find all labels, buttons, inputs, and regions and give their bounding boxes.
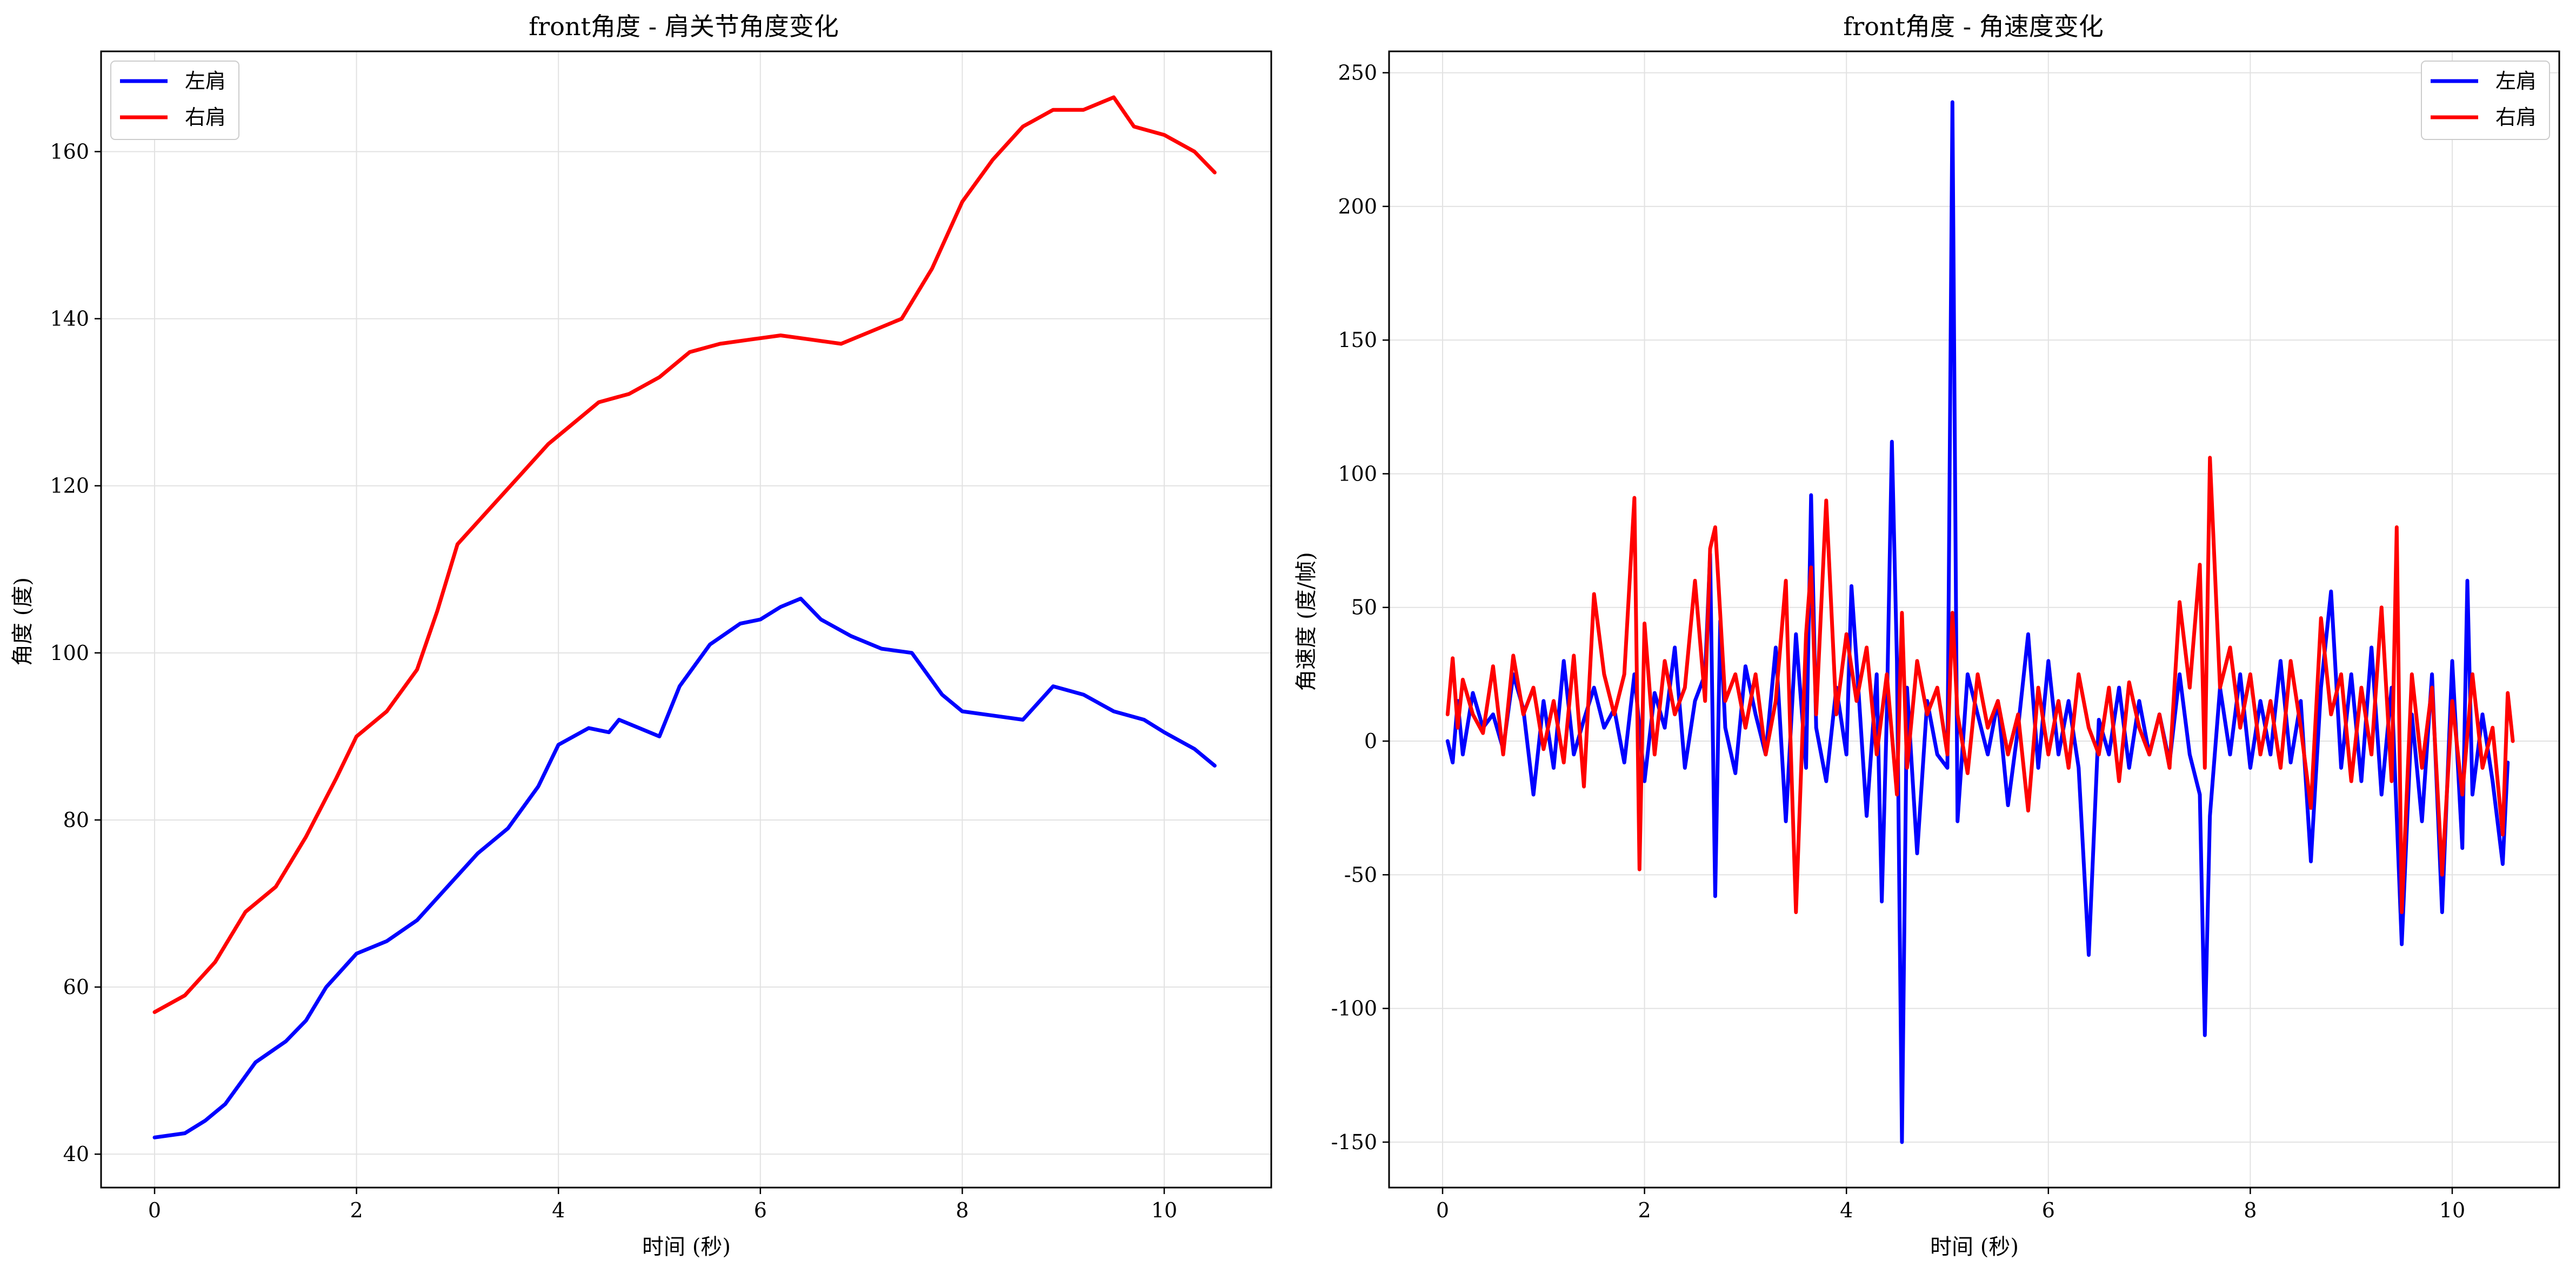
x-tick-label: 6	[754, 1198, 767, 1222]
y-tick-label: 250	[1338, 61, 1377, 85]
legend-label-left-shoulder: 左肩	[185, 69, 226, 93]
chart-title: front角度 - 肩关节角度变化	[529, 12, 839, 41]
x-tick-label: 8	[956, 1198, 969, 1222]
y-tick-label: 0	[1364, 729, 1377, 753]
legend-label-right-shoulder: 右肩	[185, 105, 226, 129]
x-tick-label: 0	[1436, 1198, 1449, 1222]
x-tick-label: 4	[1840, 1198, 1853, 1222]
y-tick-label: 200	[1338, 195, 1377, 218]
y-tick-label: 150	[1338, 328, 1377, 352]
y-tick-label: 40	[63, 1142, 89, 1166]
x-tick-label: 4	[552, 1198, 565, 1222]
legend-label-right-shoulder: 右肩	[2495, 105, 2537, 129]
y-tick-label: 80	[63, 808, 89, 832]
x-tick-label: 6	[2042, 1198, 2055, 1222]
x-tick-label: 2	[1638, 1198, 1651, 1222]
axis-ticks: 0 2 4 6 8 10 -150 -100 -50 0 50 100 150 200 250	[1331, 61, 2466, 1222]
y-tick-label: 100	[1338, 462, 1377, 485]
y-tick-label: 140	[50, 307, 89, 331]
series-line-right-shoulder	[152, 95, 1217, 1014]
y-tick-label: 100	[50, 641, 89, 665]
legend: 左肩 右肩	[110, 61, 239, 140]
x-tick-label: 10	[2439, 1198, 2465, 1222]
legend-label-left-shoulder: 左肩	[2495, 69, 2537, 93]
y-tick-label: -50	[1344, 863, 1377, 886]
x-axis-label: 时间 (秒)	[642, 1235, 731, 1259]
plot-area-frame	[1388, 50, 2560, 1189]
angular-velocity-panel: front角度 - 角速度变化 0 2 4 6 8 10 -150 -100 -50 0 50 100…	[1294, 12, 2560, 1259]
x-axis-label: 时间 (秒)	[1930, 1235, 2019, 1259]
series-line-right-shoulder	[1445, 456, 2515, 915]
grid-lines	[1389, 51, 2559, 1188]
y-tick-label: 50	[1351, 596, 1377, 619]
y-axis-label: 角度 (度)	[10, 577, 35, 666]
shoulder-angle-panel: front角度 - 肩关节角度变化 0 2 4 6 8 10 40 60 80 100 120 140…	[10, 12, 1272, 1259]
series-line-left-shoulder	[152, 596, 1217, 1139]
y-axis-label: 角速度 (度/帧)	[1294, 552, 1319, 691]
grid-lines	[101, 51, 1271, 1188]
series-lines	[1445, 100, 2515, 1144]
x-tick-label: 8	[2244, 1198, 2257, 1222]
chart-title: front角度 - 角速度变化	[1843, 12, 2104, 41]
x-tick-label: 10	[1151, 1198, 1177, 1222]
x-tick-label: 2	[350, 1198, 363, 1222]
x-tick-label: 0	[148, 1198, 161, 1222]
y-tick-label: 160	[50, 139, 89, 163]
y-tick-label: -150	[1331, 1130, 1377, 1154]
legend: 左肩 右肩	[2421, 61, 2550, 140]
series-line-left-shoulder	[1445, 100, 2510, 1144]
y-tick-label: -100	[1331, 997, 1377, 1021]
series-lines	[152, 95, 1217, 1139]
y-tick-label: 120	[50, 474, 89, 498]
axis-ticks: 0 2 4 6 8 10 40 60 80 100 120 140 160	[50, 139, 1177, 1222]
y-tick-label: 60	[63, 975, 89, 999]
plot-area-frame	[100, 50, 1272, 1189]
